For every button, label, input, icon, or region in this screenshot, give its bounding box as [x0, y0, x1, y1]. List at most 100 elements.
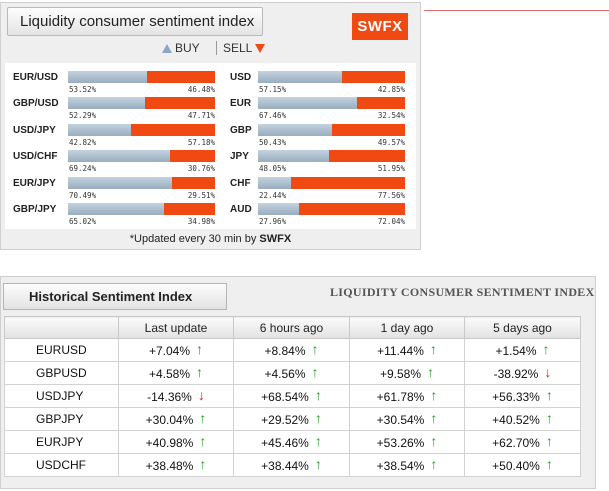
- change-cell: +4.56% ↑: [233, 361, 350, 385]
- buy-percent: 50.43%: [259, 138, 287, 147]
- buy-percent: 48.05%: [259, 164, 287, 173]
- change-cell: +7.04% ↑: [118, 338, 234, 362]
- sell-percent: 77.56%: [377, 191, 405, 200]
- change-cell: +45.46% ↑: [233, 430, 350, 454]
- table-row: USDJPY -14.36% ↓ +68.54% ↑ +61.78% ↑ +56.33% ↑: [4, 384, 581, 408]
- sell-percent: 34.98%: [187, 217, 215, 226]
- historical-panel-caption: LIQUIDITY CONSUMER SENTIMENT INDEX: [330, 285, 595, 299]
- table-header-row: Last update 6 hours ago 1 day ago 5 days…: [4, 316, 581, 339]
- change-value: +38.54%: [376, 458, 425, 473]
- change-cell: +30.54% ↑: [349, 407, 465, 431]
- sentiment-bar: [68, 97, 215, 109]
- sentiment-bar: [258, 203, 405, 215]
- change-value: +40.52%: [492, 412, 540, 427]
- change-cell: +38.54% ↑: [349, 453, 465, 477]
- change-cell: +38.44% ↑: [233, 453, 350, 477]
- legend-sell: SELL: [216, 41, 266, 55]
- arrow-up-icon: ↑: [196, 340, 204, 357]
- change-value: +8.84%: [264, 343, 306, 358]
- swfx-logo: SWFX: [352, 13, 408, 40]
- buy-percent: 69.24%: [69, 164, 97, 173]
- sell-percent: 57.18%: [187, 138, 215, 147]
- buy-percent: 70.49%: [69, 191, 97, 200]
- change-value: +61.78%: [376, 389, 425, 404]
- arrow-up-icon: ↑: [545, 386, 553, 403]
- arrow-down-icon: ↓: [197, 386, 205, 403]
- buy-fill: [68, 150, 170, 162]
- buy-fill: [258, 203, 300, 215]
- change-cell: +9.58% ↑: [349, 361, 465, 385]
- change-cell: +50.40% ↑: [464, 453, 581, 477]
- sentiment-row: EUR/JPY 70.49% 29.51%: [13, 176, 217, 202]
- arrow-up-icon: ↑: [314, 455, 322, 472]
- row-label: GBP/USD: [13, 98, 59, 109]
- sentiment-bar: [258, 124, 405, 136]
- panel-title: Liquidity consumer sentiment index: [7, 7, 263, 36]
- pair-cell: GBPUSD: [4, 361, 119, 385]
- change-cell: -14.36% ↓: [118, 384, 234, 408]
- pair-cell: EURUSD: [4, 338, 119, 362]
- sentiment-bars-area: EUR/USD 53.52% 46.48% GBP/USD 52.29% 47.…: [5, 63, 416, 229]
- sentiment-row: USD/JPY 42.82% 57.18%: [13, 123, 217, 149]
- change-cell: +62.70% ↑: [464, 430, 581, 454]
- change-cell: +56.33% ↑: [464, 384, 581, 408]
- buy-fill: [68, 97, 145, 109]
- change-value: +40.98%: [145, 435, 194, 450]
- change-cell: +29.52% ↑: [233, 407, 350, 431]
- change-cell: +38.48% ↑: [118, 453, 234, 477]
- arrow-up-icon: ↑: [545, 455, 553, 472]
- sentiment-row: USD/CHF 69.24% 30.76%: [13, 149, 217, 175]
- change-cell: -38.92% ↓: [464, 361, 581, 385]
- sentiment-bar: [68, 124, 215, 136]
- historical-table: Last update 6 hours ago 1 day ago 5 days…: [4, 316, 581, 477]
- buy-fill: [258, 150, 329, 162]
- change-cell: +30.04% ↑: [118, 407, 234, 431]
- sell-percent: 42.85%: [377, 85, 405, 94]
- arrow-down-icon: ↓: [544, 363, 552, 380]
- buy-fill: [68, 203, 164, 215]
- row-label: JPY: [230, 151, 249, 162]
- pair-cell: USDJPY: [4, 384, 119, 408]
- buy-percent: 53.52%: [69, 85, 97, 94]
- sentiment-row: EUR 67.46% 32.54%: [230, 96, 434, 122]
- legend-sell-label: SELL: [223, 41, 253, 55]
- change-value: +53.26%: [376, 435, 425, 450]
- row-label: EUR/JPY: [13, 178, 56, 189]
- arrow-up-icon: ↑: [314, 386, 322, 403]
- sentiment-bar: [68, 150, 215, 162]
- sentiment-row: CHF 22.44% 77.56%: [230, 176, 434, 202]
- buy-fill: [258, 124, 333, 136]
- table-row: GBPUSD +4.58% ↑ +4.56% ↑ +9.58% ↑ -38.92% ↓: [4, 361, 581, 385]
- sentiment-row: GBP/JPY 65.02% 34.98%: [13, 202, 217, 228]
- table-row: GBPJPY +30.04% ↑ +29.52% ↑ +30.54% ↑ +40.52% ↑: [4, 407, 581, 431]
- row-label: USD: [230, 72, 252, 83]
- buy-percent: 22.44%: [259, 191, 287, 200]
- arrow-up-icon: ↑: [427, 363, 435, 380]
- change-cell: +4.58% ↑: [118, 361, 234, 385]
- arrow-up-icon: ↑: [430, 455, 438, 472]
- sentiment-bar: [258, 71, 405, 83]
- sell-percent: 30.76%: [187, 164, 215, 173]
- pair-cell: EURJPY: [4, 430, 119, 454]
- arrow-up-icon: ↑: [430, 432, 438, 449]
- change-value: +11.44%: [377, 343, 424, 358]
- header-pair: [4, 316, 119, 339]
- update-note-brand: SWFX: [259, 233, 292, 245]
- pair-cell: USDCHF: [4, 453, 119, 477]
- change-cell: +40.52% ↑: [464, 407, 581, 431]
- table-row: EURUSD +7.04% ↑ +8.84% ↑ +11.44% ↑ +1.54% ↑: [4, 338, 581, 362]
- buy-percent: 65.02%: [69, 217, 97, 226]
- change-cell: +1.54% ↑: [464, 338, 581, 362]
- change-value: +68.54%: [261, 389, 309, 404]
- arrow-up-icon: ↑: [311, 340, 319, 357]
- change-cell: +40.98% ↑: [118, 430, 234, 454]
- sentiment-bar: [68, 203, 215, 215]
- header-5-days-ago: 5 days ago: [464, 316, 581, 339]
- legend-buy-label: BUY: [175, 41, 200, 55]
- historical-tab[interactable]: Historical Sentiment Index: [3, 283, 227, 310]
- header-last-update: Last update: [118, 316, 234, 339]
- update-note: *Updated every 30 min by SWFX: [1, 233, 420, 245]
- buy-percent: 67.46%: [259, 111, 287, 120]
- arrow-up-icon: ↑: [430, 386, 438, 403]
- sentiment-bar: [258, 97, 405, 109]
